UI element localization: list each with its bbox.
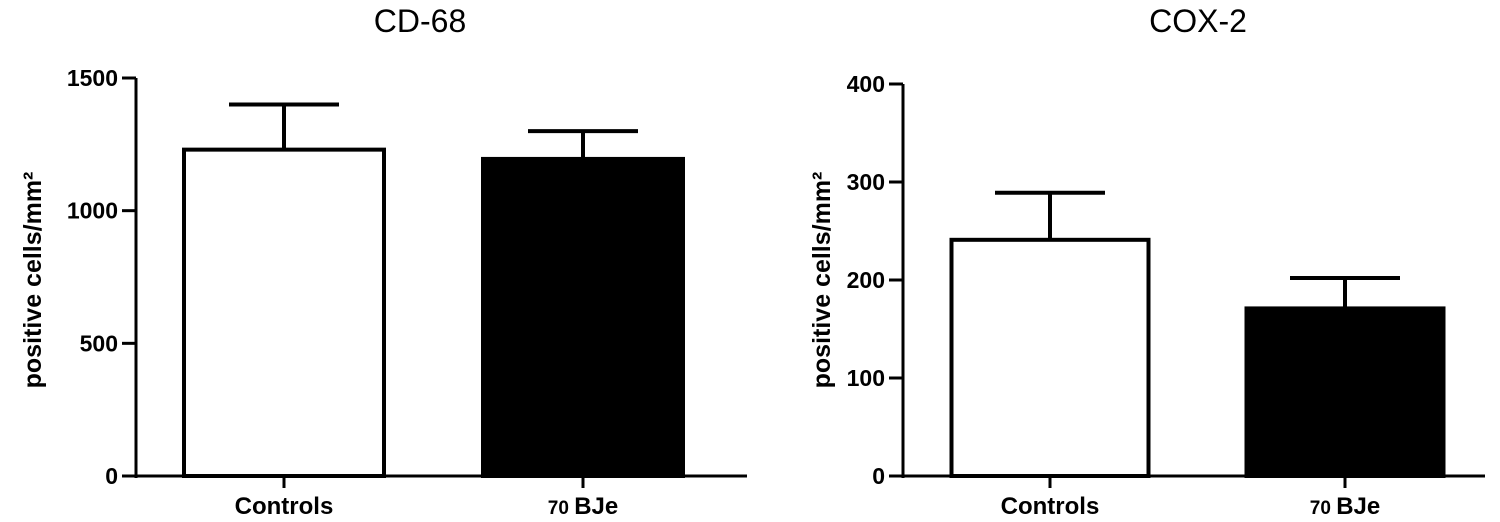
bar-70-bje [481,156,685,478]
y-tick-label: 0 [105,463,118,489]
chart-panel-cd68: CD-68 positive cells/mm² 0 500 1000 1500 Con… [19,3,747,520]
y-tick-label: 100 [847,365,885,391]
y-tick-label: 400 [847,71,885,97]
y-tick-label: 1000 [67,198,118,224]
bar-70-bje [1244,306,1446,479]
x-tick-label: 70 BJe [548,493,618,520]
y-tick-label: 500 [80,330,118,356]
bar-controls [182,147,386,478]
bar-controls [949,237,1151,478]
x-tick-label: 70 BJe [1310,493,1380,520]
y-tick-label: 300 [847,169,885,195]
y-axis-label: positive cells/mm² [808,172,836,389]
y-axis-label: positive cells/mm² [19,172,47,389]
y-tick-label: 0 [872,463,885,489]
chart-panel-cox2: COX-2 positive cells/mm² 0 100 200 300 400 Co… [808,3,1485,520]
x-tick-label: Controls [235,493,334,520]
chart-title: CD-68 [374,3,466,39]
y-tick-label: 1500 [67,65,118,91]
y-tick-label: 200 [847,267,885,293]
x-tick-label: Controls [1001,493,1100,520]
chart-title: COX-2 [1149,3,1247,39]
